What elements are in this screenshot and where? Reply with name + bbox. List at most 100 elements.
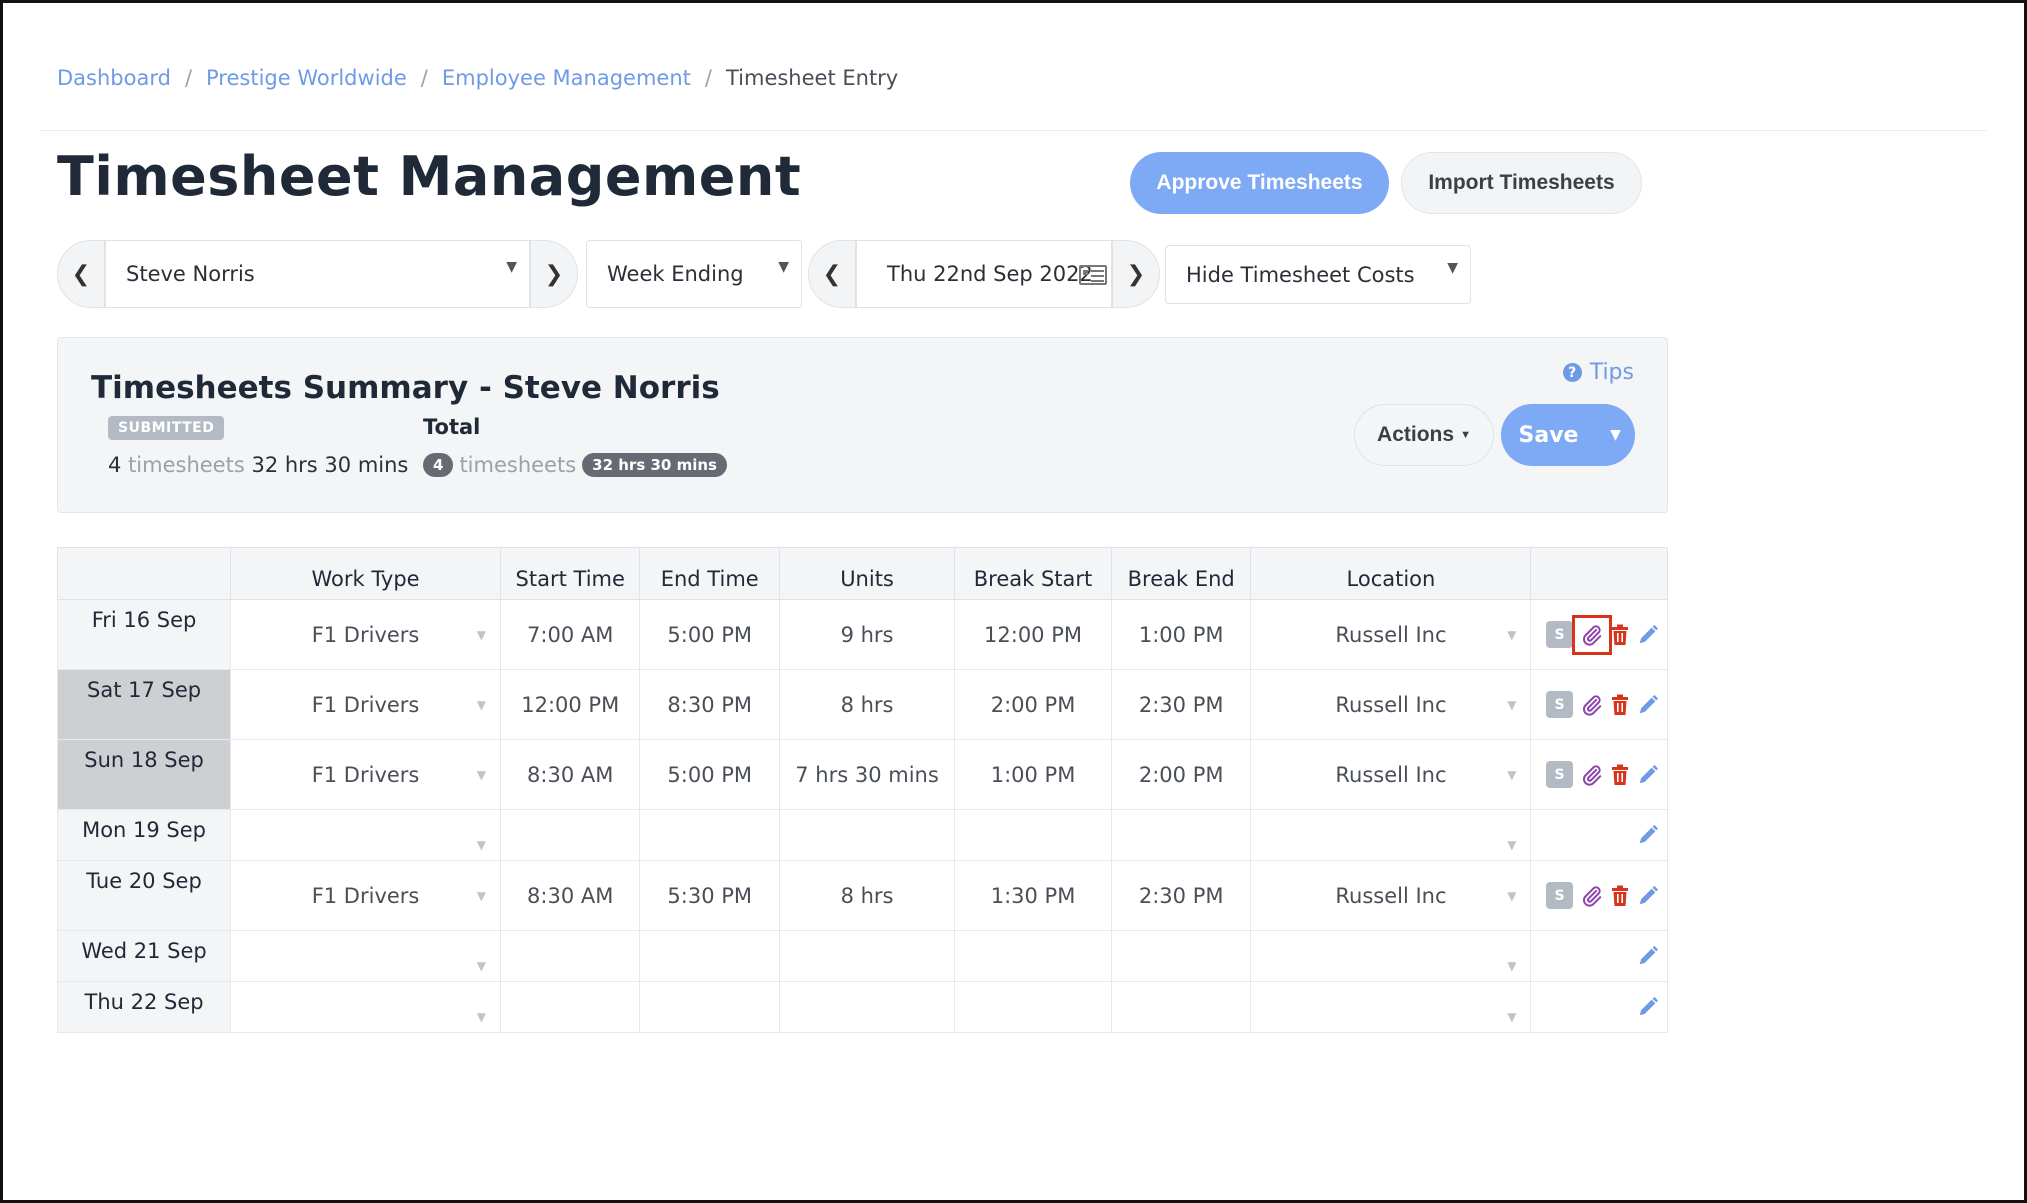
location-select[interactable]: ▼ xyxy=(1250,930,1532,982)
pencil-icon[interactable] xyxy=(1637,694,1659,716)
pencil-icon[interactable] xyxy=(1637,764,1659,786)
import-timesheets-button[interactable]: Import Timesheets xyxy=(1401,152,1642,214)
status-s-badge[interactable]: S xyxy=(1546,882,1573,909)
attachment-icon[interactable] xyxy=(1581,694,1603,716)
actions-dropdown-button[interactable]: Actions ▼ xyxy=(1354,404,1494,466)
date-value: Thu 22nd Sep 2022 xyxy=(887,262,1093,286)
previous-employee-button[interactable]: ❮ xyxy=(57,240,105,308)
break-end-cell[interactable]: 2:00 PM xyxy=(1110,739,1252,810)
end-time-cell[interactable]: 5:30 PM xyxy=(639,860,780,931)
break-start-cell[interactable]: 12:00 PM xyxy=(954,599,1112,670)
break-end-cell[interactable] xyxy=(1110,809,1252,861)
caret-down-icon: ▼ xyxy=(476,627,486,642)
break-end-cell[interactable]: 2:30 PM xyxy=(1110,669,1252,740)
units-cell[interactable]: 8 hrs xyxy=(778,860,956,931)
break-end-cell[interactable] xyxy=(1110,981,1252,1033)
break-end-cell[interactable]: 2:30 PM xyxy=(1110,860,1252,931)
row-day: Sun 18 Sep xyxy=(84,748,204,772)
end-time-cell[interactable]: 8:30 PM xyxy=(639,669,780,740)
break-start-cell[interactable]: 2:00 PM xyxy=(954,669,1112,740)
timesheet-count-label: timesheets xyxy=(128,453,245,477)
work-type-select[interactable]: F1 Drivers ▼ xyxy=(230,669,501,740)
status-s-badge[interactable]: S xyxy=(1546,691,1573,718)
start-time-cell[interactable]: 7:00 AM xyxy=(499,599,641,670)
breadcrumb-dashboard[interactable]: Dashboard xyxy=(57,66,171,90)
employee-select[interactable]: Steve Norris ▼ xyxy=(105,240,530,308)
attachment-icon[interactable] xyxy=(1581,764,1603,786)
attachment-icon[interactable] xyxy=(1581,885,1603,907)
break-start-cell[interactable] xyxy=(954,930,1112,982)
location-select[interactable]: Russell Inc ▼ xyxy=(1250,739,1532,810)
location-select[interactable]: ▼ xyxy=(1250,809,1532,861)
break-end-cell[interactable] xyxy=(1110,930,1252,982)
start-time-cell[interactable]: 8:30 AM xyxy=(499,860,641,931)
start-time-cell[interactable] xyxy=(499,930,641,982)
end-time-cell[interactable]: 5:00 PM xyxy=(639,599,780,670)
work-type-select[interactable]: F1 Drivers ▼ xyxy=(230,739,501,810)
table-row: Fri 16 Sep F1 Drivers ▼ 7:00 AM 5:00 PM 9 hrs… xyxy=(56,599,1668,670)
location-select[interactable]: ▼ xyxy=(1250,981,1532,1033)
units-cell[interactable] xyxy=(778,930,956,982)
approve-timesheets-button[interactable]: Approve Timesheets xyxy=(1130,152,1389,214)
end-time-cell[interactable] xyxy=(639,809,780,861)
next-employee-button[interactable]: ❯ xyxy=(530,240,578,308)
work-type-select[interactable]: F1 Drivers ▼ xyxy=(230,599,501,670)
work-type-select[interactable]: ▼ xyxy=(230,809,501,861)
location-select[interactable]: Russell Inc ▼ xyxy=(1250,860,1532,931)
break-start-cell[interactable] xyxy=(954,809,1112,861)
end-time-cell[interactable] xyxy=(639,981,780,1033)
breadcrumb-employee-management[interactable]: Employee Management xyxy=(441,66,691,90)
trash-icon[interactable] xyxy=(1611,694,1629,716)
location-select[interactable]: Russell Inc ▼ xyxy=(1250,599,1532,670)
units-cell[interactable]: 7 hrs 30 mins xyxy=(778,739,956,810)
pencil-icon[interactable] xyxy=(1637,945,1659,967)
start-time-cell[interactable]: 8:30 AM xyxy=(499,739,641,810)
save-options-caret-icon[interactable]: ▼ xyxy=(1610,427,1621,443)
trash-icon[interactable] xyxy=(1611,764,1629,786)
chevron-right-icon: ❯ xyxy=(544,261,564,287)
date-selector: ❮ Thu 22nd Sep 2022 ❯ xyxy=(808,240,1160,308)
cost-visibility-select[interactable]: Hide Timesheet Costs ▼ xyxy=(1165,245,1471,304)
location-select[interactable]: Russell Inc ▼ xyxy=(1250,669,1532,740)
work-type-select[interactable]: F1 Drivers ▼ xyxy=(230,860,501,931)
previous-week-button[interactable]: ❮ xyxy=(808,240,856,308)
break-end-cell[interactable]: 1:00 PM xyxy=(1110,599,1252,670)
break-start-value: 12:00 PM xyxy=(984,622,1082,647)
break-start-cell[interactable]: 1:00 PM xyxy=(954,739,1112,810)
end-time-cell[interactable]: 5:00 PM xyxy=(639,739,780,810)
units-cell[interactable]: 8 hrs xyxy=(778,669,956,740)
units-cell[interactable]: 9 hrs xyxy=(778,599,956,670)
row-day: Tue 20 Sep xyxy=(86,869,202,893)
start-time-cell[interactable] xyxy=(499,809,641,861)
break-start-cell[interactable]: 1:30 PM xyxy=(954,860,1112,931)
status-s-badge[interactable]: S xyxy=(1546,761,1573,788)
units-cell[interactable] xyxy=(778,981,956,1033)
units-cell[interactable] xyxy=(778,809,956,861)
pencil-icon[interactable] xyxy=(1637,996,1659,1018)
period-type-select[interactable]: Week Ending ▼ xyxy=(586,240,802,308)
header-location: Location xyxy=(1250,547,1532,600)
pencil-icon[interactable] xyxy=(1637,885,1659,907)
end-time-cell[interactable] xyxy=(639,930,780,982)
caret-down-icon: ▼ xyxy=(1507,959,1517,973)
calendar-icon[interactable] xyxy=(1079,265,1107,285)
next-week-button[interactable]: ❯ xyxy=(1112,240,1160,308)
start-time-cell[interactable]: 12:00 PM xyxy=(499,669,641,740)
status-s-badge[interactable]: S xyxy=(1546,621,1573,648)
break-start-cell[interactable] xyxy=(954,981,1112,1033)
save-button[interactable]: Save xyxy=(1518,422,1579,448)
trash-icon[interactable] xyxy=(1611,624,1629,646)
work-type-value: F1 Drivers xyxy=(311,762,420,787)
date-input[interactable]: Thu 22nd Sep 2022 xyxy=(856,240,1112,308)
work-type-select[interactable]: ▼ xyxy=(230,930,501,982)
trash-icon[interactable] xyxy=(1611,885,1629,907)
pencil-icon[interactable] xyxy=(1637,824,1659,846)
breadcrumb-prestige-worldwide[interactable]: Prestige Worldwide xyxy=(206,66,407,90)
work-type-select[interactable]: ▼ xyxy=(230,981,501,1033)
start-time-cell[interactable] xyxy=(499,981,641,1033)
tips-link[interactable]: ? Tips xyxy=(1562,360,1634,385)
attachment-icon[interactable] xyxy=(1572,614,1612,655)
pencil-icon[interactable] xyxy=(1637,624,1659,646)
table-row: Thu 22 Sep ▼ ▼ xyxy=(56,981,1668,1033)
chevron-left-icon: ❮ xyxy=(822,261,842,287)
